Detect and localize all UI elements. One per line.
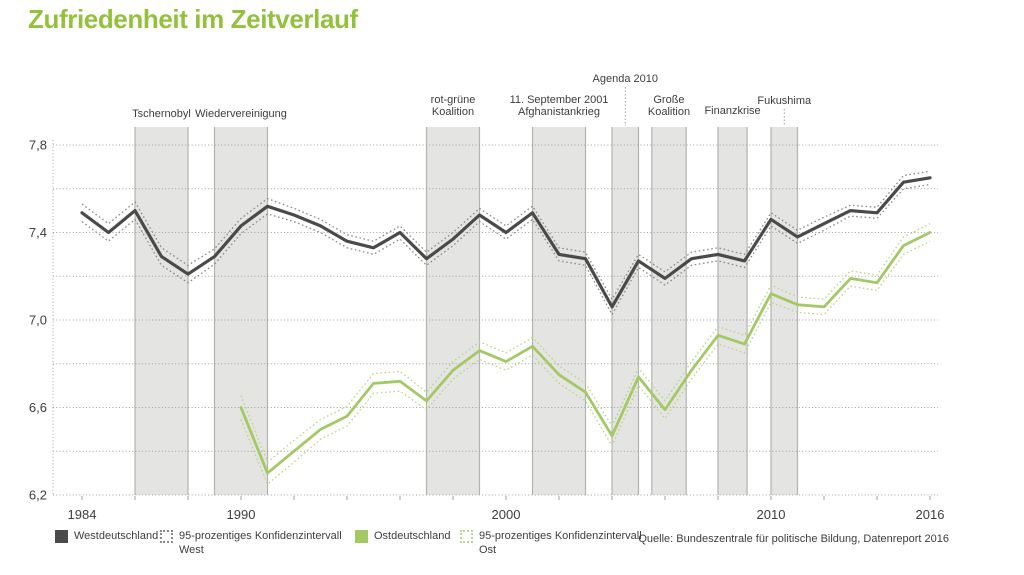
svg-text:1990: 1990 xyxy=(227,507,256,522)
svg-text:7,8: 7,8 xyxy=(29,138,47,153)
legend-label: Westdeutschland xyxy=(74,530,159,542)
event-label-fukushima: Fukushima xyxy=(757,95,812,107)
event-label-finanzkrise: Finanzkrise xyxy=(704,105,761,117)
event-band-2 xyxy=(426,127,480,495)
legend-label: Ostdeutschland xyxy=(374,530,451,542)
x-tick-labels: 1984 1990 2000 2010 2016 xyxy=(68,507,945,522)
event-label-11-september-2001: 11. September 2001 Afghanistankrieg xyxy=(509,94,609,118)
event-label-rot-gr-ne: rot-grüne Koalition xyxy=(430,94,476,118)
event-band-3 xyxy=(532,127,586,495)
legend-label-line2: West xyxy=(179,543,204,556)
event-band-4 xyxy=(612,127,639,495)
event-band-1 xyxy=(214,127,268,495)
event-band-6 xyxy=(718,127,748,495)
svg-text:2016: 2016 xyxy=(916,507,945,522)
legend-item-ostdeutschland: Ostdeutschland xyxy=(355,530,450,544)
event-label-gro-e: Große Koalition xyxy=(647,94,691,118)
event-label-agenda-2010: Agenda 2010 xyxy=(592,73,658,85)
west-line-swatch-icon xyxy=(55,530,68,543)
legend-label: 95-prozentiges Konfidenzintervall xyxy=(479,530,642,542)
legend-item-ci-ost: 95-prozentiges Konfidenzintervall Ost xyxy=(460,530,642,557)
event-band-7 xyxy=(771,127,798,495)
ost-main-line xyxy=(239,231,932,475)
west-ci-lower-line xyxy=(81,183,931,316)
gridlines xyxy=(53,144,938,496)
legend-item-westdeutschland: Westdeutschland xyxy=(55,530,158,544)
event-label-wiedervereinigung: Wiedervereinigung xyxy=(195,108,287,120)
legend-label: 95-prozentiges Konfidenzintervall xyxy=(179,530,342,542)
svg-text:2000: 2000 xyxy=(492,507,521,522)
event-band-5 xyxy=(651,127,687,495)
svg-text:7,4: 7,4 xyxy=(29,225,47,240)
ost-ci-upper-line xyxy=(240,223,931,464)
y-tick-labels: 7,8 7,4 7,0 6,6 6,2 xyxy=(29,138,47,503)
event-label-tschernobyl: Tschernobyl xyxy=(132,108,191,120)
legend-label-line2: Ost xyxy=(479,543,497,556)
source-credit: Quelle: Bundeszentrale für politische Bi… xyxy=(638,533,949,545)
svg-text:2010: 2010 xyxy=(757,507,786,522)
svg-text:6,6: 6,6 xyxy=(29,400,47,415)
ci-west-dotted-swatch-icon xyxy=(160,530,173,543)
event-band-0 xyxy=(135,127,188,495)
svg-text:1984: 1984 xyxy=(68,507,97,522)
legend-item-ci-west: 95-prozentiges Konfidenzintervall West xyxy=(160,530,342,557)
page-title: Zufriedenheit im Zeitverlauf xyxy=(28,4,358,34)
west-main-line xyxy=(80,176,932,309)
ost-line-swatch-icon xyxy=(355,530,368,543)
svg-text:6,2: 6,2 xyxy=(29,488,47,503)
svg-text:7,0: 7,0 xyxy=(29,313,47,328)
ci-ost-dotted-swatch-icon xyxy=(460,530,473,543)
event-bands xyxy=(134,127,799,495)
x-axis-ticks xyxy=(81,496,931,500)
